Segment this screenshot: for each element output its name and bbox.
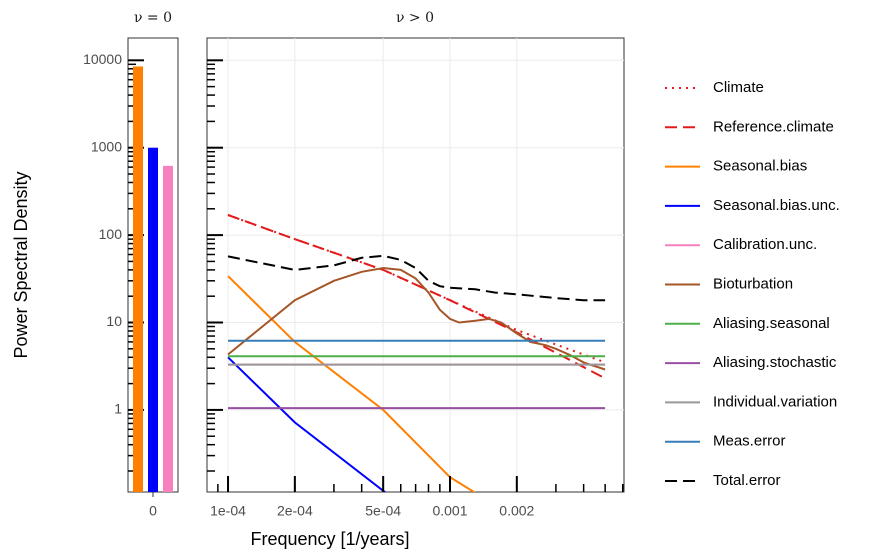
panel-title: ν > 0 (396, 10, 434, 26)
legend-label: Aliasing.seasonal (713, 315, 830, 332)
y-tick-label: 1 (114, 401, 122, 417)
x-tick-label: 5e-04 (365, 503, 401, 519)
panel-title: ν = 0 (134, 10, 172, 26)
legend-label: Bioturbation (713, 275, 793, 292)
x-axis-label: Frequency [1/years] (250, 529, 409, 549)
series-line (227, 275, 476, 492)
bar (133, 66, 143, 492)
bar (163, 165, 173, 493)
legend-label: Aliasing.stochastic (713, 354, 837, 371)
legend-label: Seasonal.bias (713, 158, 807, 175)
legend-label: Individual.variation (713, 393, 837, 410)
plot-lines (207, 38, 624, 492)
series-line (227, 266, 606, 371)
y-tick-label: 100 (99, 226, 123, 242)
y-tick-label: 10 (106, 313, 122, 329)
legend-label: Calibration.unc. (713, 236, 817, 253)
panel-right (206, 37, 625, 493)
legend-label: Total.error (713, 472, 781, 489)
legend-label: Climate (713, 79, 764, 96)
x-tick-label: 0.002 (499, 503, 534, 519)
series-line (227, 214, 606, 364)
bar (148, 147, 158, 492)
y-tick-label: 10000 (83, 51, 122, 67)
x-tick-label: 0 (149, 503, 157, 519)
series-line (227, 356, 387, 492)
x-tick-label: 1e-04 (210, 503, 246, 519)
x-tick-label: 2e-04 (277, 503, 313, 519)
legend-label: Meas.error (713, 433, 786, 450)
y-axis-label: Power Spectral Density (11, 171, 31, 358)
series-line (227, 254, 606, 302)
y-tick-label: 1000 (91, 138, 122, 154)
x-tick-label: 0.001 (432, 503, 467, 519)
legend-label: Seasonal.bias.unc. (713, 197, 840, 214)
legend-label: Reference.climate (713, 118, 834, 135)
